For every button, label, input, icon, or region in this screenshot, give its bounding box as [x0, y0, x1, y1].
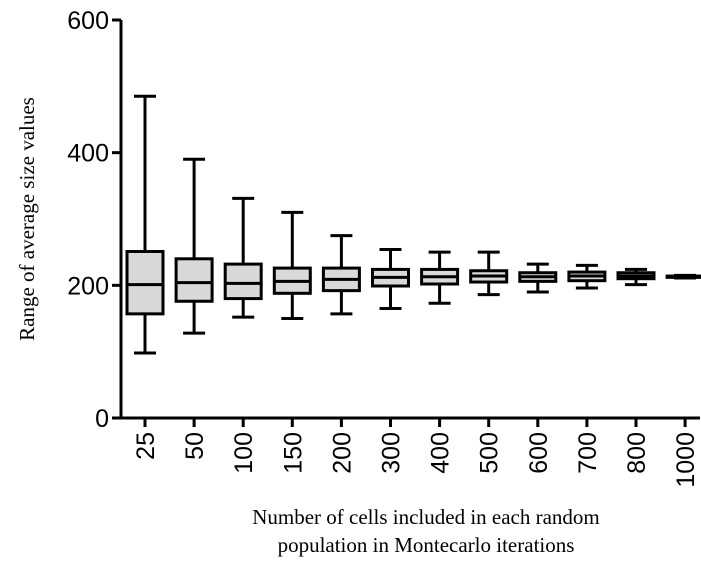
x-tick-label: 1000 — [672, 432, 700, 488]
box-500 — [469, 250, 509, 297]
y-tick-label: 400 — [67, 140, 109, 168]
x-tick-label: 400 — [427, 432, 455, 474]
box-25 — [125, 94, 165, 355]
box-150 — [272, 210, 312, 320]
box-100 — [223, 196, 263, 319]
x-tick-label: 800 — [623, 432, 651, 474]
box-50 — [174, 157, 214, 335]
tick-labels-layer: 0 200 400 600 25 50 100 150 200 300 400 500 600 700 80… — [67, 7, 700, 488]
box-800 — [616, 267, 656, 287]
box-200 — [321, 234, 361, 316]
x-tick-label: 300 — [378, 432, 406, 474]
iqr-box — [174, 257, 214, 303]
box-400 — [420, 250, 460, 305]
x-tick-label: 100 — [230, 432, 258, 474]
x-tick-label: 150 — [279, 432, 307, 474]
x-tick-label: 600 — [525, 432, 553, 474]
x-tick-label: 200 — [328, 432, 356, 474]
axes-layer — [112, 18, 700, 427]
y-tick-label: 0 — [95, 405, 109, 433]
box-1000 — [665, 273, 701, 280]
x-axis-title-line-1: Number of cells included in each random — [252, 505, 600, 529]
box-300 — [371, 248, 410, 311]
y-axis-title: Range of average size values — [15, 97, 39, 341]
x-tick-label: 25 — [132, 432, 160, 460]
y-tick-label: 600 — [67, 7, 109, 35]
box-700 — [567, 263, 607, 290]
iqr-box — [125, 250, 165, 316]
boxes-layer — [125, 94, 701, 355]
iqr-box — [223, 262, 263, 301]
box-600 — [518, 262, 558, 294]
x-axis-title-line-2: population in Montecarlo iterations — [278, 533, 575, 557]
x-tick-label: 50 — [181, 432, 209, 460]
x-tick-label: 700 — [574, 432, 602, 474]
x-tick-label: 500 — [476, 432, 504, 474]
y-tick-label: 200 — [67, 272, 109, 300]
